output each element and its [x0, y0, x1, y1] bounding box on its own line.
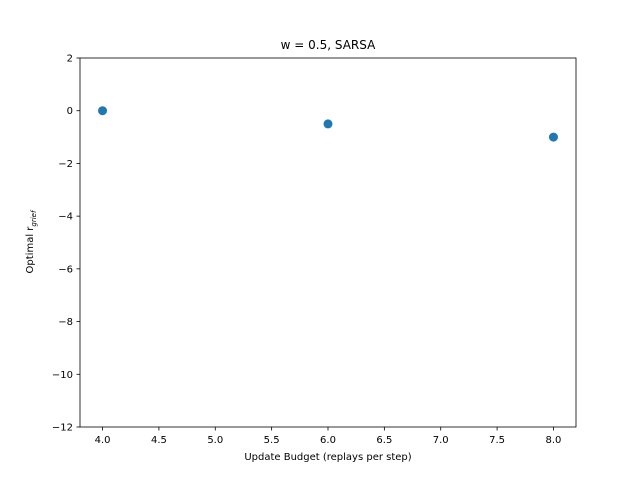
x-tick-label: 6.5 [376, 435, 392, 446]
x-tick-label: 8.0 [546, 435, 562, 446]
x-tick-label: 4.5 [151, 435, 167, 446]
x-tick-label: 4.0 [95, 435, 111, 446]
y-tick-label: 2 [67, 54, 73, 65]
y-axis-label-subscript: grief [30, 209, 38, 227]
y-axis-label: Optimal rgrief [25, 209, 38, 273]
y-tick-label: −2 [58, 159, 73, 170]
y-axis-ticks: 2 0 −2 −4 −6 −8 −10 −12 [52, 54, 80, 434]
y-tick-label: −10 [52, 370, 73, 381]
data-point [548, 132, 558, 142]
x-tick-label: 7.0 [433, 435, 449, 446]
data-point [323, 119, 333, 129]
data-points [98, 106, 558, 142]
y-axis-label-main: Optimal r [25, 226, 36, 274]
x-tick-label: 5.5 [264, 435, 280, 446]
x-tick-label: 7.5 [489, 435, 505, 446]
y-tick-label: −8 [58, 317, 73, 328]
plot-frame [79, 57, 577, 428]
x-tick-label: 5.0 [207, 435, 223, 446]
y-tick-label: −12 [52, 423, 73, 434]
x-tick-label: 6.0 [320, 435, 336, 446]
x-axis-ticks: 4.0 4.5 5.0 5.5 6.0 6.5 7.0 7.5 8.0 [95, 427, 562, 446]
chart-title: w = 0.5, SARSA [281, 38, 376, 52]
x-axis-label: Update Budget (replays per step) [244, 452, 411, 463]
y-tick-label: 0 [67, 106, 73, 117]
data-point [98, 106, 108, 116]
y-tick-label: −6 [58, 264, 73, 275]
y-tick-label: −4 [58, 212, 73, 223]
